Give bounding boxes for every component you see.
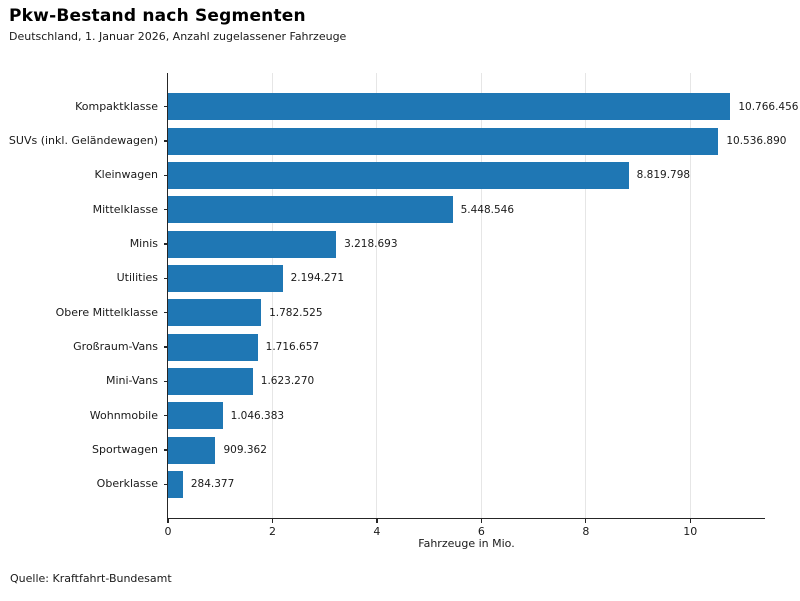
bar-value-label-suvs-inkl-gelaendewagen: 10.536.890 — [726, 135, 787, 148]
x-axis-tick-2 — [271, 519, 274, 524]
category-label-grossraum-vans: Großraum-Vans — [73, 340, 158, 353]
y-axis-tick-kompaktklasse — [163, 106, 168, 108]
bar-wohnmobile — [168, 402, 223, 430]
chart-subtitle: Deutschland, 1. Januar 2026, Anzahl zuge… — [9, 30, 347, 43]
y-axis-tick-sportwagen — [163, 449, 168, 451]
category-label-suvs-inkl-gelaendewagen: SUVs (inkl. Geländewagen) — [8, 134, 158, 148]
category-label-minis: Minis — [129, 237, 158, 251]
bar-suvs-inkl-gelaendewagen — [168, 127, 719, 155]
y-axis-tick-utilities — [163, 277, 168, 279]
bar-obere-mittelklasse — [168, 299, 262, 327]
x-axis-label: Fahrzeuge in Mio. — [418, 537, 515, 550]
x-axis-tick-10 — [689, 519, 691, 524]
y-axis-tick-suvs-inkl-gelaendewagen — [163, 140, 168, 142]
bar-value-label-kompaktklasse: 10.766.456 — [738, 100, 799, 113]
x-axis-tick-label-6: 6 — [477, 525, 485, 538]
x-axis-tick-4 — [376, 519, 378, 524]
category-label-kleinwagen: Kleinwagen — [94, 168, 158, 182]
bar-minis — [168, 230, 337, 258]
bar-value-label-utilities: 2.194.271 — [290, 272, 345, 285]
bar-oberklasse — [168, 470, 183, 498]
bar-mittelklasse — [168, 196, 453, 224]
x-axis-tick-label-0: 0 — [164, 525, 172, 538]
category-label-mini-vans: Mini-Vans — [105, 374, 158, 388]
category-label-sportwagen: Sportwagen — [92, 443, 158, 456]
bar-value-label-mini-vans: 1.623.270 — [260, 375, 315, 388]
y-axis-tick-obere-mittelklasse — [163, 312, 168, 314]
gridline-x-4 — [376, 73, 378, 518]
bar-mini-vans — [168, 367, 253, 395]
bar-value-label-sportwagen: 909.362 — [223, 444, 267, 456]
gridline-x-2 — [271, 73, 273, 518]
x-axis-tick-0 — [167, 519, 169, 524]
y-axis-tick-mittelklasse — [163, 209, 168, 211]
x-axis-tick-label-8: 8 — [582, 525, 590, 538]
category-label-wohnmobile: Wohnmobile — [89, 408, 158, 422]
x-axis-tick-8 — [585, 519, 587, 524]
bar-value-label-wohnmobile: 1.046.383 — [230, 409, 285, 422]
x-axis-spine — [166, 518, 765, 520]
x-axis-tick-label-2: 2 — [268, 525, 276, 538]
source-note: Quelle: Kraftfahrt-Bundesamt — [10, 572, 172, 585]
gridline-x-6 — [480, 73, 482, 518]
bar-value-label-oberklasse: 284.377 — [190, 478, 235, 491]
chart-title: Pkw-Bestand nach Segmenten — [9, 6, 306, 26]
bar-value-label-mittelklasse: 5.448.546 — [460, 203, 515, 216]
bar-value-label-obere-mittelklasse: 1.782.525 — [269, 306, 323, 319]
y-axis-spine — [166, 73, 168, 520]
gridline-x-8 — [585, 73, 587, 518]
bar-utilities — [168, 264, 283, 292]
y-axis-tick-kleinwagen — [163, 174, 168, 176]
category-label-kompaktklasse: Kompaktklasse — [75, 99, 158, 113]
y-axis-tick-oberklasse — [163, 483, 168, 485]
category-label-mittelklasse: Mittelklasse — [92, 202, 158, 216]
category-label-oberklasse: Oberklasse — [96, 477, 158, 491]
category-label-obere-mittelklasse: Obere Mittelklasse — [55, 305, 158, 319]
y-axis-tick-mini-vans — [163, 380, 168, 382]
x-axis-tick-label-10: 10 — [683, 525, 698, 538]
category-label-utilities: Utilities — [116, 271, 158, 285]
bar-kompaktklasse — [168, 93, 731, 121]
x-axis-tick-6 — [480, 519, 482, 524]
bar-grossraum-vans — [168, 333, 258, 361]
y-axis-tick-wohnmobile — [163, 415, 168, 417]
bar-sportwagen — [168, 436, 216, 464]
bar-value-label-grossraum-vans: 1.716.657 — [265, 341, 320, 353]
x-axis-tick-label-4: 4 — [373, 525, 381, 538]
y-axis-tick-minis — [163, 243, 168, 245]
y-axis-tick-grossraum-vans — [163, 346, 168, 348]
bar-value-label-kleinwagen: 8.819.798 — [636, 169, 691, 182]
bar-value-label-minis: 3.218.693 — [344, 238, 398, 251]
bar-kleinwagen — [168, 161, 629, 189]
gridline-x-10 — [689, 73, 691, 518]
